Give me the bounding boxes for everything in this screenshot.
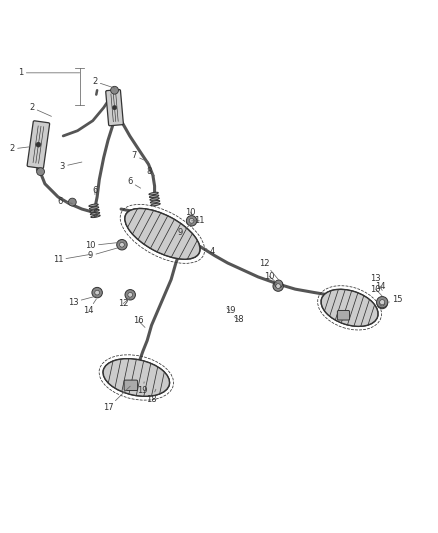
- Text: 2: 2: [92, 77, 115, 88]
- Text: 8: 8: [147, 167, 155, 176]
- Circle shape: [189, 219, 194, 223]
- Text: 11: 11: [191, 216, 205, 225]
- Text: 14: 14: [375, 281, 385, 290]
- Circle shape: [273, 281, 283, 292]
- Text: 3: 3: [60, 162, 82, 171]
- Text: 6: 6: [92, 186, 98, 195]
- Circle shape: [377, 298, 388, 309]
- Circle shape: [377, 296, 388, 308]
- Text: 7: 7: [131, 151, 148, 162]
- Text: 18: 18: [233, 315, 244, 324]
- FancyBboxPatch shape: [106, 90, 124, 126]
- Text: 2: 2: [10, 144, 30, 154]
- Text: 9: 9: [88, 248, 118, 260]
- Text: 2: 2: [29, 103, 51, 116]
- Ellipse shape: [149, 195, 159, 198]
- Circle shape: [380, 300, 385, 305]
- Ellipse shape: [150, 200, 160, 203]
- Text: 12: 12: [118, 298, 130, 308]
- Text: 13: 13: [68, 296, 96, 306]
- Circle shape: [37, 168, 45, 175]
- Ellipse shape: [125, 208, 200, 259]
- Circle shape: [117, 239, 127, 250]
- FancyBboxPatch shape: [124, 380, 138, 391]
- Text: 1: 1: [18, 68, 80, 77]
- Text: 12: 12: [259, 259, 279, 280]
- Text: 16: 16: [133, 317, 145, 327]
- Circle shape: [120, 243, 124, 247]
- Ellipse shape: [90, 212, 100, 215]
- Text: 11: 11: [53, 254, 91, 264]
- Circle shape: [275, 280, 283, 288]
- Circle shape: [380, 301, 385, 306]
- Text: 15: 15: [389, 295, 403, 304]
- Ellipse shape: [89, 204, 98, 207]
- Circle shape: [68, 198, 76, 206]
- Text: 13: 13: [371, 274, 382, 286]
- Ellipse shape: [89, 207, 99, 209]
- Text: 19: 19: [138, 382, 148, 395]
- Text: 10: 10: [264, 272, 277, 283]
- Text: 6: 6: [57, 197, 72, 206]
- Text: 17: 17: [102, 386, 130, 413]
- Circle shape: [128, 293, 133, 297]
- Circle shape: [111, 86, 118, 94]
- Circle shape: [92, 287, 102, 298]
- Text: 5: 5: [92, 210, 98, 219]
- Text: 4: 4: [201, 247, 215, 256]
- Text: 19: 19: [225, 306, 235, 316]
- FancyBboxPatch shape: [27, 121, 49, 168]
- Text: 10: 10: [371, 285, 382, 296]
- Ellipse shape: [151, 203, 160, 206]
- Circle shape: [276, 284, 281, 288]
- Circle shape: [186, 215, 197, 226]
- Circle shape: [95, 290, 99, 295]
- Text: 10: 10: [85, 241, 118, 250]
- Circle shape: [378, 300, 386, 308]
- Ellipse shape: [150, 198, 159, 200]
- Ellipse shape: [90, 209, 99, 212]
- Circle shape: [113, 106, 117, 110]
- FancyBboxPatch shape: [337, 310, 350, 320]
- Circle shape: [36, 142, 41, 147]
- Text: 18: 18: [146, 389, 157, 403]
- Ellipse shape: [321, 289, 378, 326]
- Text: 6: 6: [127, 177, 141, 188]
- Circle shape: [125, 289, 135, 300]
- Text: 10: 10: [185, 207, 196, 216]
- Text: 9: 9: [177, 224, 191, 237]
- Ellipse shape: [103, 359, 170, 397]
- Text: 14: 14: [83, 299, 96, 316]
- Ellipse shape: [91, 215, 100, 217]
- Ellipse shape: [149, 192, 159, 195]
